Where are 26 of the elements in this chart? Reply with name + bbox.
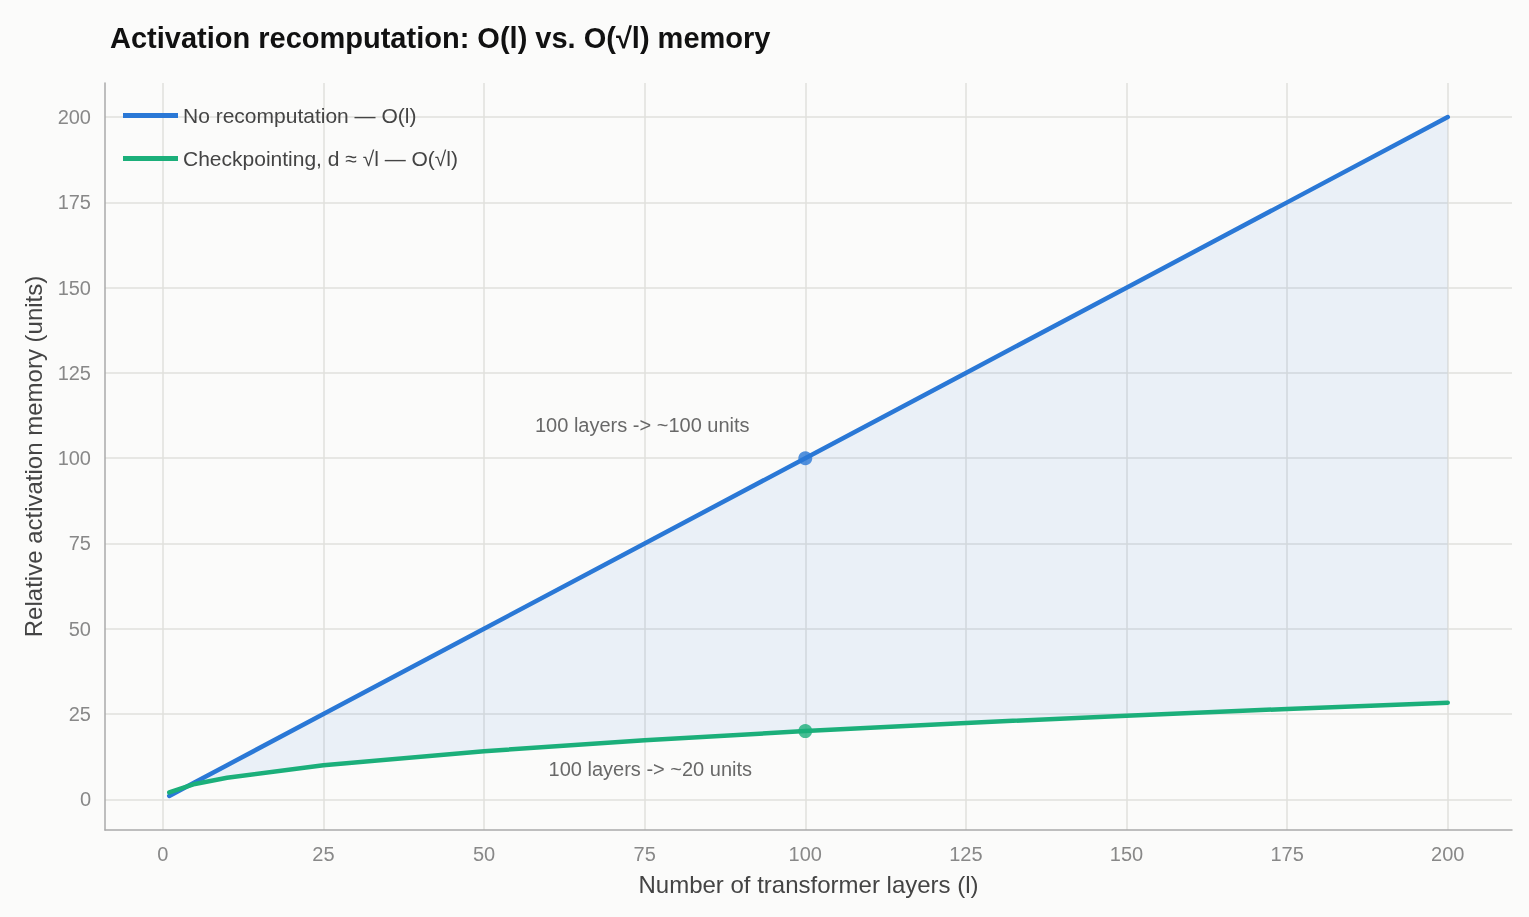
y-tick-label: 50 [68,617,91,640]
x-tick-label: 100 [788,843,822,865]
x-tick-label: 0 [157,843,169,865]
y-tick-label: 175 [57,191,91,214]
y-tick-label: 25 [68,703,91,726]
y-tick-label: 125 [57,361,91,384]
y-tick-label: 100 [57,447,91,470]
y-tick-label: 150 [57,276,91,299]
chart-title: Activation recomputation: O(l) vs. O(√l) memory [110,21,771,54]
y-tick-label: 75 [68,532,91,555]
y-tick-label: 0 [79,788,91,811]
y-tick-label: 200 [57,106,91,129]
x-tick-label: 25 [312,843,335,865]
x-tick-label: 200 [1431,843,1465,865]
x-tick-label: 125 [949,843,983,865]
x-tick-label: 175 [1270,843,1304,865]
y-axis-title: Relative activation memory (units) [19,275,47,638]
x-axis-title: Number of transformer layers (l) [638,870,979,898]
annotation: 100 layers -> ~100 units [534,414,750,437]
x-tick-label: 150 [1109,843,1144,865]
annotation: 100 layers -> ~20 units [548,758,753,781]
legend-label: Checkpointing, d ≈ √l — O(√l) [183,147,458,170]
x-tick-label: 50 [472,843,496,865]
line-series [167,700,1450,795]
x-tick-label: 75 [633,843,656,865]
legend-label: No recomputation — O(l) [183,104,417,127]
